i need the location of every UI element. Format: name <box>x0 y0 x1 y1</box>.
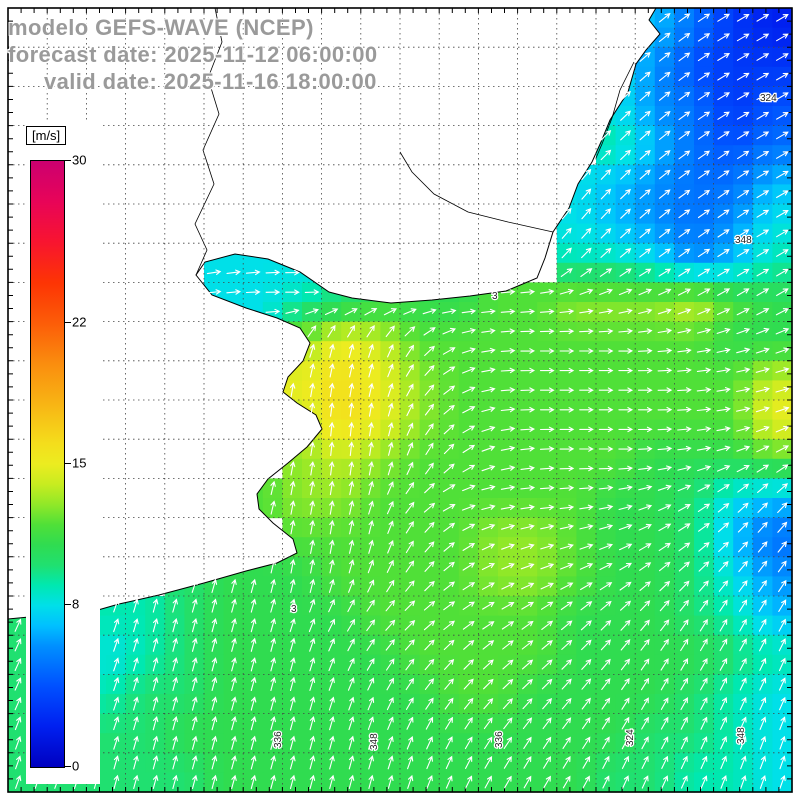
forecast-date-line: forecast date: 2025-11-12 06:00:00 <box>8 42 378 67</box>
map-frame <box>7 7 793 793</box>
grid-label: 348 <box>736 727 747 744</box>
colorbar-tick-mark <box>65 160 71 161</box>
title-block: modelo GEFS-WAVE (NCEP) forecast date: 2… <box>8 14 377 95</box>
country-border-line <box>194 7 223 276</box>
grid-label: 336 <box>273 731 284 748</box>
grid-label: 3 <box>492 291 498 302</box>
valid-date-line: valid date: 2025-11-16 18:00:00 <box>44 69 377 94</box>
colorbar-tick-label: 22 <box>72 314 87 330</box>
model-name-title: modelo GEFS-WAVE (NCEP) <box>8 15 314 40</box>
grid-label: 324 <box>625 729 636 746</box>
grid-label: 3 <box>291 604 297 615</box>
colorbar-gradient-bar <box>30 160 65 768</box>
grid-label: 348 <box>369 733 380 750</box>
colorbar-tick-label: 8 <box>72 596 80 612</box>
colorbar-legend: [m/s] 30 22 15 8 0 <box>26 122 100 784</box>
colorbar-tick-mark <box>65 321 71 323</box>
colorbar-tick-mark <box>65 463 71 464</box>
coastline-landmass <box>7 7 661 620</box>
colorbar-tick-label: 30 <box>72 152 87 168</box>
grid-label: 336 <box>494 731 505 748</box>
colorbar-tick-label: 0 <box>72 758 80 774</box>
grid-label: 348 <box>735 235 752 246</box>
axis-minor-ticks <box>8 8 792 792</box>
colorbar-tick-mark <box>65 766 71 767</box>
country-border-line <box>595 61 635 159</box>
colorbar-tick-mark <box>65 604 71 606</box>
colorbar-units-label: [m/s] <box>26 126 67 145</box>
grid-label: 324 <box>760 93 777 104</box>
colorbar-tick-label: 15 <box>72 455 87 471</box>
country-border-line <box>399 151 554 233</box>
